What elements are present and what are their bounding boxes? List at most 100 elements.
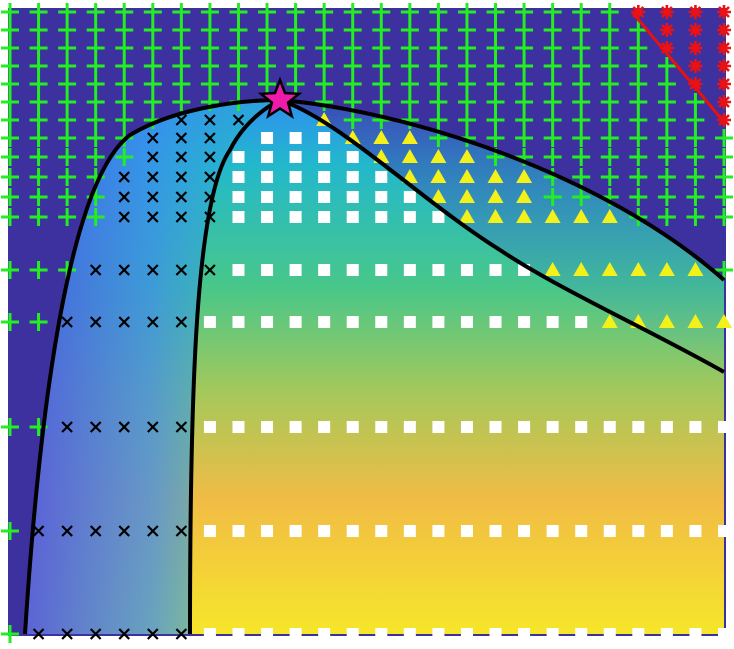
triangle-marker xyxy=(544,209,561,223)
plus-marker xyxy=(486,75,505,93)
plus-marker xyxy=(143,3,162,21)
plus-marker xyxy=(58,168,77,186)
cross-marker xyxy=(118,525,131,537)
plus-marker xyxy=(58,21,77,39)
plus-marker xyxy=(58,93,77,111)
square-marker xyxy=(318,132,331,144)
plus-marker xyxy=(600,168,619,186)
triangle-marker xyxy=(601,314,618,328)
plus-marker xyxy=(715,208,733,226)
plus-marker xyxy=(457,3,476,21)
lower-right-boundary xyxy=(279,98,725,374)
cross-marker xyxy=(232,114,245,126)
square-marker xyxy=(261,316,274,328)
square-marker xyxy=(261,191,274,203)
plus-marker xyxy=(715,261,733,279)
cross-marker xyxy=(89,628,102,640)
plus-marker xyxy=(1,21,19,39)
asterisk-marker xyxy=(659,5,674,19)
plus-marker xyxy=(29,3,48,21)
plus-marker xyxy=(657,57,676,75)
plus-marker xyxy=(58,3,77,21)
plus-marker xyxy=(29,57,48,75)
plus-marker xyxy=(629,57,648,75)
plus-marker xyxy=(372,3,391,21)
square-marker xyxy=(460,421,473,433)
plus-marker xyxy=(29,168,48,186)
square-marker xyxy=(203,628,216,640)
triangle-marker xyxy=(658,314,675,328)
plus-marker xyxy=(115,148,134,166)
plus-marker xyxy=(229,75,248,93)
square-marker xyxy=(318,191,331,203)
cross-marker xyxy=(175,628,188,640)
plus-marker xyxy=(543,3,562,21)
cross-marker xyxy=(118,316,131,328)
plus-marker xyxy=(258,75,277,93)
square-marker xyxy=(346,421,359,433)
plus-marker xyxy=(543,21,562,39)
square-marker xyxy=(289,316,302,328)
cross-marker xyxy=(175,264,188,276)
square-marker xyxy=(432,211,445,223)
square-marker xyxy=(489,264,502,276)
plus-marker xyxy=(486,3,505,21)
cross-marker xyxy=(175,421,188,433)
square-marker xyxy=(346,525,359,537)
plus-marker xyxy=(543,111,562,129)
plus-marker xyxy=(572,21,591,39)
square-marker xyxy=(289,525,302,537)
triangle-marker xyxy=(516,169,533,183)
plus-marker xyxy=(600,129,619,147)
square-marker xyxy=(603,628,616,640)
plus-marker xyxy=(572,148,591,166)
cross-marker xyxy=(61,628,73,640)
triangle-marker xyxy=(458,209,475,223)
square-marker xyxy=(261,132,274,144)
plus-marker xyxy=(543,57,562,75)
plus-marker xyxy=(486,93,505,111)
triangle-marker xyxy=(430,189,447,203)
cross-marker xyxy=(147,211,159,223)
plus-marker xyxy=(258,21,277,39)
cross-marker xyxy=(204,171,216,183)
square-marker xyxy=(261,151,274,163)
triangle-marker xyxy=(544,262,561,276)
square-marker xyxy=(575,421,588,433)
markers xyxy=(1,3,733,643)
plus-marker xyxy=(29,21,48,39)
plus-marker xyxy=(515,57,534,75)
square-marker xyxy=(318,264,331,276)
plus-marker xyxy=(229,21,248,39)
square-marker xyxy=(660,525,673,537)
square-marker xyxy=(403,191,416,203)
plus-marker xyxy=(572,111,591,129)
plus-marker xyxy=(1,522,19,540)
plus-marker xyxy=(29,261,48,279)
square-marker xyxy=(460,264,473,276)
triangle-marker xyxy=(458,149,475,163)
plus-marker xyxy=(400,57,419,75)
plus-marker xyxy=(1,3,19,21)
square-marker xyxy=(689,525,702,537)
cross-marker xyxy=(89,525,102,537)
plus-marker xyxy=(629,21,648,39)
cross-marker xyxy=(118,628,131,640)
plus-marker xyxy=(515,75,534,93)
square-marker xyxy=(261,211,274,223)
plus-marker xyxy=(600,111,619,129)
cross-marker xyxy=(175,132,188,144)
square-marker xyxy=(261,628,274,640)
square-marker xyxy=(318,525,331,537)
plus-marker xyxy=(200,3,219,21)
square-marker xyxy=(575,525,588,537)
square-marker xyxy=(232,211,245,223)
triangle-marker xyxy=(487,169,504,183)
plus-marker xyxy=(200,75,219,93)
square-marker xyxy=(403,628,416,640)
square-marker xyxy=(232,316,245,328)
plus-marker xyxy=(29,188,48,206)
square-marker xyxy=(518,316,531,328)
square-marker xyxy=(432,525,445,537)
asterisk-marker xyxy=(688,41,703,55)
